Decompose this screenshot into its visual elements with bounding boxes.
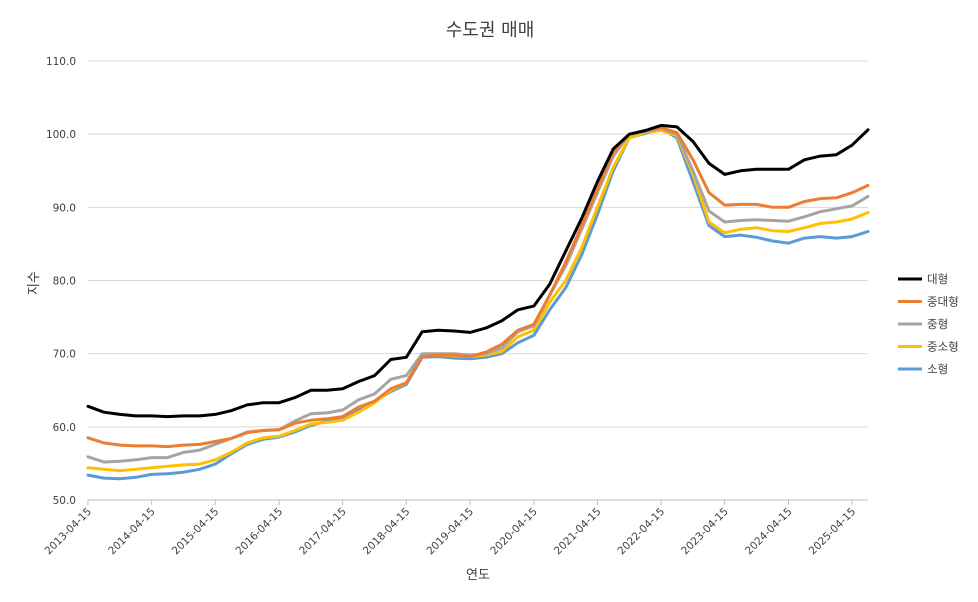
y-tick-label: 80.0 <box>53 276 76 288</box>
y-tick-label: 70.0 <box>53 349 76 361</box>
x-axis-title: 연도 <box>466 568 490 583</box>
series-line-4 <box>86 126 870 481</box>
legend-label: 중대형 <box>927 295 959 309</box>
legend-label: 대형 <box>927 272 948 286</box>
y-axis-title: 지수 <box>27 271 42 295</box>
y-tick-label: 100.0 <box>46 129 76 141</box>
series-group <box>86 123 870 481</box>
legend-label: 중소형 <box>927 340 959 354</box>
series-line-0 <box>86 123 870 419</box>
y-tick-label: 110.0 <box>46 56 76 68</box>
chart-title: 수도권 매매 <box>446 20 535 41</box>
series-line-1 <box>86 126 870 449</box>
legend-label: 소형 <box>927 362 948 376</box>
y-axis: 50.0 60.0 70.0 80.0 90.0 100.0 110.0 <box>46 56 868 507</box>
y-tick-label: 60.0 <box>53 422 76 434</box>
y-tick-label: 90.0 <box>53 202 76 214</box>
legend-label: 중형 <box>927 317 948 331</box>
y-tick-label: 50.0 <box>53 495 76 507</box>
